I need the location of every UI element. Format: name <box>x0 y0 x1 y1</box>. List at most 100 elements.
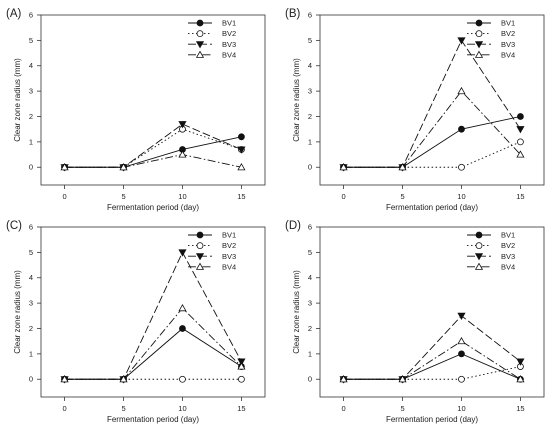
legend-entry: BV3 <box>501 40 515 49</box>
legend-marker <box>475 231 483 239</box>
panel-label: (C) <box>6 220 22 232</box>
y-tick-label: 0 <box>308 163 312 172</box>
y-tick-label: 3 <box>29 87 33 96</box>
data-point-bv2 <box>517 138 524 146</box>
data-point-bv4 <box>457 336 466 345</box>
data-point-bv4 <box>119 163 128 171</box>
legend-entry: BV1 <box>501 19 515 28</box>
plot-frame <box>319 14 545 186</box>
y-tick-label: 4 <box>308 273 312 282</box>
data-point-bv1 <box>458 350 465 358</box>
legend-entry: BV1 <box>501 231 515 240</box>
y-tick-label: 2 <box>308 324 312 333</box>
y-tick-label: 5 <box>308 248 312 257</box>
y-tick-label: 0 <box>29 163 33 172</box>
data-point-bv4 <box>398 375 407 383</box>
legend-marker <box>475 19 483 27</box>
x-tick-label: 0 <box>62 192 66 201</box>
legend-entry: BV4 <box>222 262 236 271</box>
x-tick-label: 15 <box>237 404 245 413</box>
y-tick-label: 4 <box>308 61 312 70</box>
data-point-bv3 <box>457 37 466 45</box>
data-point-bv2 <box>238 375 245 383</box>
data-point-bv4 <box>398 163 407 171</box>
data-point-bv4 <box>457 86 466 95</box>
x-tick-label: 5 <box>400 192 404 201</box>
series-line-bv3 <box>343 315 521 380</box>
data-point-bv4 <box>237 362 246 370</box>
legend-entry: BV2 <box>222 241 236 250</box>
y-tick-label: 2 <box>29 324 33 333</box>
series-line-bv1 <box>343 116 521 168</box>
x-tick-label: 15 <box>516 404 524 413</box>
data-point-bv2 <box>458 163 465 171</box>
series-line-bv2 <box>343 366 521 380</box>
panel-label: (A) <box>6 8 22 20</box>
legend-marker <box>196 231 204 239</box>
data-point-bv3 <box>516 358 525 366</box>
legend-marker <box>474 50 484 58</box>
x-axis-label: Fermentation period (day) <box>386 415 478 424</box>
x-tick-label: 10 <box>457 404 465 413</box>
legend-marker <box>475 242 483 249</box>
data-point-bv3 <box>178 121 187 129</box>
y-tick-label: 1 <box>29 137 33 146</box>
chart-panel-1: (A) 0 1 2 3 4 5 6 0 5 10 15 Fermentation period (day… <box>6 8 266 212</box>
plot-frame <box>40 14 266 186</box>
data-point-bv3 <box>178 249 187 257</box>
data-point-bv1 <box>458 125 465 133</box>
data-point-bv4 <box>516 375 525 383</box>
x-axis-label: Fermentation period (day) <box>386 203 478 212</box>
data-point-bv3 <box>237 146 246 154</box>
y-axis-label: Clear zone radius (mm) <box>292 58 301 142</box>
legend-entry: BV4 <box>501 50 515 59</box>
y-tick-label: 1 <box>308 349 312 358</box>
series-line-bv1 <box>64 327 242 380</box>
x-tick-label: 5 <box>400 404 404 413</box>
legend-entry: BV4 <box>501 262 515 271</box>
data-point-bv4 <box>339 375 348 383</box>
legend-entry: BV4 <box>222 50 236 59</box>
data-point-bv4 <box>178 150 187 158</box>
legend-marker <box>474 253 484 261</box>
y-tick-label: 1 <box>308 137 312 146</box>
legend-entry: BV1 <box>222 231 236 240</box>
legend-entry: BV2 <box>501 29 515 38</box>
data-point-bv4 <box>119 375 128 383</box>
y-tick-label: 2 <box>29 112 33 121</box>
series-line-bv1 <box>343 353 521 380</box>
x-tick-label: 10 <box>178 192 186 201</box>
panel-label: (D) <box>285 220 301 232</box>
series-line-bv4 <box>64 154 242 168</box>
y-axis-label: Clear zone radius (mm) <box>13 270 22 354</box>
x-tick-label: 5 <box>121 192 125 201</box>
series-line-bv3 <box>64 251 242 380</box>
y-tick-label: 6 <box>29 11 33 20</box>
legend-marker <box>196 19 204 27</box>
y-tick-label: 6 <box>308 223 312 232</box>
plot-frame <box>319 226 545 398</box>
legend-entry: BV3 <box>222 252 236 261</box>
legend-marker <box>474 262 484 270</box>
legend-marker <box>475 30 483 37</box>
y-tick-label: 5 <box>29 36 33 45</box>
y-tick-label: 2 <box>308 112 312 121</box>
y-axis-label: Clear zone radius (mm) <box>292 270 301 354</box>
y-tick-label: 0 <box>308 375 312 384</box>
y-tick-label: 4 <box>29 273 33 282</box>
x-tick-label: 15 <box>237 192 245 201</box>
x-tick-label: 0 <box>62 404 66 413</box>
legend-marker <box>195 262 205 270</box>
data-point-bv3 <box>457 312 466 321</box>
y-tick-label: 4 <box>29 61 33 70</box>
x-tick-label: 5 <box>121 404 125 413</box>
chart-panel-3: (C) 0 1 2 3 4 5 6 0 5 10 15 Fermentation period (day… <box>6 220 266 424</box>
data-point-bv2 <box>179 375 186 383</box>
y-tick-label: 3 <box>308 299 312 308</box>
data-point-bv4 <box>60 163 69 171</box>
y-axis-label: Clear zone radius (mm) <box>13 58 22 142</box>
chart-panel-4: (D) 0 1 2 3 4 5 6 0 5 10 15 Fermentation period (day… <box>285 220 545 424</box>
legend-entry: BV2 <box>222 29 236 38</box>
series-line-bv4 <box>343 90 521 168</box>
data-point-bv4 <box>60 375 69 383</box>
